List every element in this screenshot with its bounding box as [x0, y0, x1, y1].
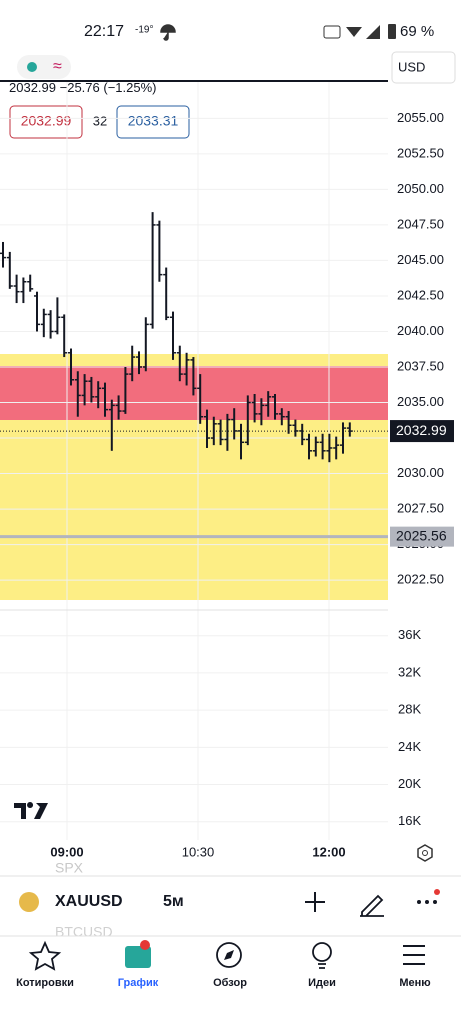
- change-pct: (−1.25%): [103, 80, 156, 95]
- spread: 32: [93, 113, 107, 128]
- last-price-label: 2032.99: [396, 422, 447, 438]
- status-time: 22:17: [84, 23, 124, 40]
- quote-line: 2032.99 −25.76 (−1.25%): [9, 80, 157, 95]
- y-tick-label: 2052.50: [397, 145, 444, 160]
- draw-button[interactable]: [360, 894, 384, 917]
- status-pill[interactable]: [17, 55, 71, 79]
- add-button[interactable]: [305, 892, 325, 912]
- y-tick-label: 2030.00: [397, 465, 444, 480]
- auto-icon: [323, 25, 341, 39]
- currency: USD: [398, 59, 425, 74]
- y-tick-label: 2037.50: [397, 358, 444, 373]
- volume-tick-label: 24K: [398, 739, 421, 754]
- y-tick-label: 2040.00: [397, 323, 444, 338]
- nav-label[interactable]: Котировки: [16, 977, 74, 989]
- level-tag: [390, 526, 454, 547]
- bid: 2032.99: [21, 113, 72, 129]
- more-dot[interactable]: [417, 900, 421, 904]
- last-price-tag: [390, 420, 454, 443]
- more-dot: [425, 900, 429, 904]
- y-tick-label: 2027.50: [397, 501, 444, 516]
- interval[interactable]: 5м: [163, 893, 184, 910]
- battery-icon: [388, 24, 396, 39]
- time-label: 09:00: [50, 844, 83, 859]
- symbol[interactable]: XAUUSD: [55, 893, 123, 910]
- volume-tick-label: 20K: [398, 776, 421, 791]
- delay-icon: ≈: [53, 58, 62, 75]
- y-tick-label: 2045.00: [397, 252, 444, 267]
- nav-label[interactable]: Идеи: [308, 977, 336, 989]
- quote: 2032.99: [9, 80, 56, 95]
- y-tick-label: 2022.50: [397, 572, 444, 587]
- nav-icon[interactable]: [28, 940, 62, 971]
- time-label: 12:00: [312, 844, 345, 859]
- volume-tick-label: 16K: [398, 813, 421, 828]
- nav-icon-needle: [224, 950, 234, 960]
- nav-icon-base: [318, 963, 326, 969]
- time-label: 10:30: [182, 844, 215, 859]
- status-temp: -19°: [135, 25, 153, 36]
- nav-icon[interactable]: [125, 946, 151, 968]
- nav-icon[interactable]: [403, 945, 425, 965]
- symbol-logo: [19, 892, 39, 912]
- market-dot: [27, 62, 37, 72]
- change: −25.76: [60, 80, 100, 95]
- ask: 2033.31: [128, 113, 179, 129]
- nav-icon[interactable]: [216, 942, 242, 968]
- nav-label[interactable]: Меню: [399, 977, 430, 989]
- weather-icon: [160, 24, 176, 41]
- nav-label[interactable]: График: [118, 977, 159, 989]
- volume-tick-label: 36K: [398, 627, 421, 642]
- tv-logo: [14, 802, 48, 819]
- y-tick-label: 2042.50: [397, 287, 444, 302]
- nav-icon[interactable]: [312, 942, 332, 962]
- prev-symbol: SPX: [55, 860, 84, 876]
- currency-button[interactable]: [391, 51, 456, 84]
- y-tick-label: 2035.00: [397, 394, 444, 409]
- nav-badge: [140, 940, 150, 950]
- settings-icon[interactable]: [417, 844, 433, 862]
- nav-bar: [0, 936, 461, 1002]
- y-tick-label: 2050.00: [397, 181, 444, 196]
- notify-dot: [434, 889, 440, 895]
- wifi-icon: [346, 27, 362, 37]
- y-tick-label: 2047.50: [397, 216, 444, 231]
- signal-icon: [366, 25, 380, 39]
- more-dot: [433, 900, 437, 904]
- settings-icon-core: [422, 850, 428, 856]
- volume-tick-label: 28K: [398, 702, 421, 717]
- level-label: 2025.56: [396, 527, 447, 543]
- nav-label[interactable]: Обзор: [213, 977, 247, 989]
- buy-button[interactable]: [116, 105, 190, 139]
- y-tick-label: 2055.00: [397, 110, 444, 125]
- volume-tick-label: 32K: [398, 664, 421, 679]
- sell-button[interactable]: [9, 105, 83, 139]
- status-battery: 69 %: [400, 23, 434, 40]
